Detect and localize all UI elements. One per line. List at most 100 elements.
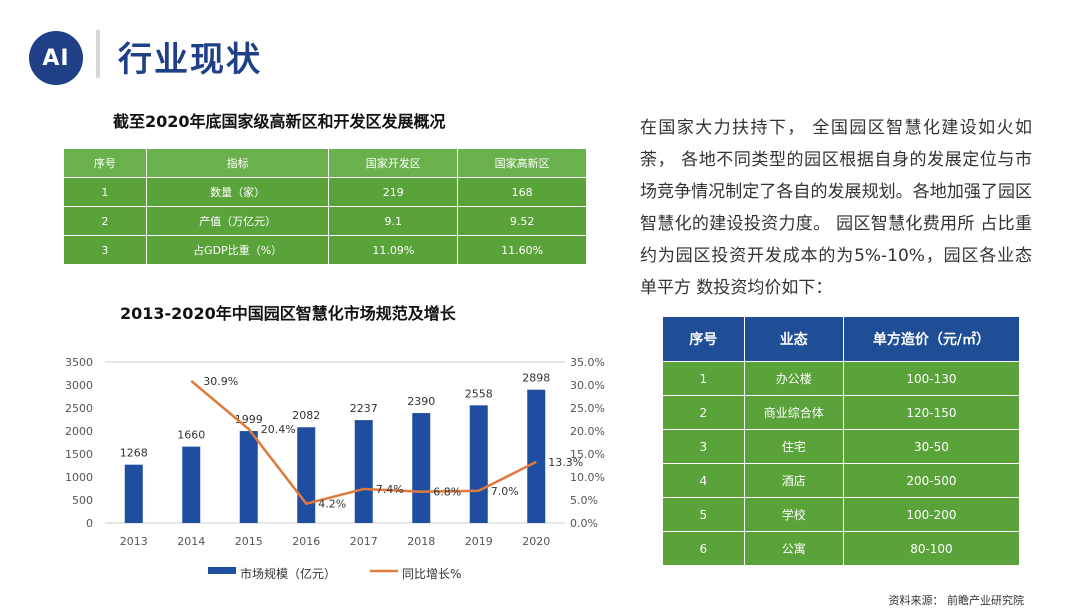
table-row: 1 数量（家） 219 168 <box>63 177 587 207</box>
zones-overview-table: 序号 指标 国家开发区 国家高新区 1 数量（家） 219 168 2 产值（万… <box>63 148 587 265</box>
table-row: 2 产值（万亿元） 9.1 9.52 <box>63 206 587 236</box>
table-cell: 2 <box>63 206 147 236</box>
table-cell: 4 <box>662 463 745 498</box>
table-cell: 3 <box>63 235 147 265</box>
table-row: 3 住宅 30-50 <box>662 429 1021 464</box>
table-cell: 11.09% <box>328 235 459 265</box>
x-tick-label: 2019 <box>465 535 493 548</box>
table-cell: 219 <box>328 177 459 207</box>
table-cell: 酒店 <box>743 463 844 498</box>
table-cell: 产值（万亿元） <box>145 206 330 236</box>
table-header: 国家开发区 <box>328 148 459 178</box>
table-header-row: 序号 指标 国家开发区 国家高新区 <box>63 148 587 178</box>
x-tick-label: 2014 <box>177 535 205 548</box>
table-row: 6 公寓 80-100 <box>662 531 1021 566</box>
y2-tick-label: 5.0% <box>570 494 598 507</box>
legend-bar-swatch <box>208 567 236 574</box>
bar <box>412 413 431 523</box>
y2-tick-label: 20.0% <box>570 425 605 438</box>
bar-value-label: 1268 <box>120 447 148 460</box>
table-cell: 住宅 <box>743 429 844 464</box>
table-cell: 3 <box>662 429 745 464</box>
y-tick-label: 2500 <box>65 402 93 415</box>
table-cell: 学校 <box>743 497 844 532</box>
table-cell: 80-100 <box>842 531 1021 566</box>
table-header: 国家高新区 <box>457 148 587 178</box>
y-tick-label: 0 <box>86 517 93 530</box>
table-cell: 120-150 <box>842 395 1021 430</box>
bar <box>239 431 258 523</box>
intro-paragraph: 在国家大力扶持下， 全国园区智慧化建设如火如荼， 各地不同类型的园区根据自身的发… <box>640 118 1032 298</box>
table-cell: 占GDP比重（%） <box>145 235 330 265</box>
table-cell: 30-50 <box>842 429 1021 464</box>
chart-title: 2013-2020年中国园区智慧化市场规范及增长 <box>120 304 456 323</box>
y2-tick-label: 15.0% <box>570 448 605 461</box>
table-row: 3 占GDP比重（%） 11.09% 11.60% <box>63 235 587 265</box>
bar <box>354 420 373 523</box>
table-cell: 9.52 <box>457 206 587 236</box>
bar <box>297 427 316 523</box>
bar-value-label: 2558 <box>465 387 493 400</box>
table-cell: 6 <box>662 531 745 566</box>
table-cell: 数量（家） <box>145 177 330 207</box>
legend-bar-label: 市场规模（亿元） <box>240 566 336 581</box>
y2-tick-label: 0.0% <box>570 517 598 530</box>
y-tick-label: 3500 <box>65 356 93 369</box>
bar-value-label: 2237 <box>350 402 378 415</box>
table-header: 业态 <box>743 316 844 362</box>
table-cell: 办公楼 <box>743 361 844 396</box>
page-title: 行业现状 <box>118 40 262 80</box>
y2-tick-label: 25.0% <box>570 402 605 415</box>
y-tick-label: 1500 <box>65 448 93 461</box>
bar-value-label: 2082 <box>292 409 320 422</box>
line-value-label: 20.4% <box>261 423 296 436</box>
bar <box>124 464 143 523</box>
table-header: 序号 <box>662 316 745 362</box>
bar <box>182 446 201 523</box>
legend-line-label: 同比增长% <box>402 567 461 581</box>
bar-value-label: 2898 <box>522 372 550 385</box>
table-row: 1 办公楼 100-130 <box>662 361 1021 396</box>
x-tick-label: 2013 <box>120 535 148 548</box>
table-row: 2 商业综合体 120-150 <box>662 395 1021 430</box>
line-value-label: 6.8% <box>433 486 461 499</box>
bar <box>527 389 546 523</box>
line-value-label: 7.0% <box>491 485 519 498</box>
table-header: 序号 <box>63 148 147 178</box>
x-tick-label: 2016 <box>292 535 320 548</box>
table-row: 5 学校 100-200 <box>662 497 1021 532</box>
table-cell: 100-130 <box>842 361 1021 396</box>
table-header: 单方造价（元/㎡） <box>842 316 1021 362</box>
x-tick-label: 2018 <box>407 535 435 548</box>
table-cell: 11.60% <box>457 235 587 265</box>
bar <box>469 405 488 523</box>
y2-tick-label: 35.0% <box>570 356 605 369</box>
table-cell: 9.1 <box>328 206 459 236</box>
x-tick-label: 2015 <box>235 535 263 548</box>
table-cell: 2 <box>662 395 745 430</box>
y2-tick-label: 30.0% <box>570 379 605 392</box>
x-tick-label: 2020 <box>522 535 550 548</box>
line-value-label: 13.3% <box>548 456 583 469</box>
line-value-label: 4.2% <box>318 498 346 511</box>
table-row: 4 酒店 200-500 <box>662 463 1021 498</box>
y-tick-label: 500 <box>72 494 93 507</box>
y-tick-label: 2000 <box>65 425 93 438</box>
table-cell: 168 <box>457 177 587 207</box>
line-value-label: 30.9% <box>203 375 238 388</box>
table-cell: 100-200 <box>842 497 1021 532</box>
y-tick-label: 3000 <box>65 379 93 392</box>
table-cell: 1 <box>63 177 147 207</box>
source-note: 资料来源： 前瞻产业研究院 <box>888 594 1025 607</box>
table-header: 指标 <box>145 148 330 178</box>
bar-value-label: 1660 <box>177 429 205 442</box>
table-cell: 5 <box>662 497 745 532</box>
table-header-row: 序号 业态 单方造价（元/㎡） <box>662 316 1021 362</box>
y-tick-label: 1000 <box>65 471 93 484</box>
ai-logo: AI <box>29 31 83 85</box>
table-cell: 1 <box>662 361 745 396</box>
x-tick-label: 2017 <box>350 535 378 548</box>
unit-cost-table: 序号 业态 单方造价（元/㎡） 1 办公楼 100-130 2 商业综合体 12… <box>662 316 1021 566</box>
growth-line <box>190 379 537 506</box>
table-cell: 商业综合体 <box>743 395 844 430</box>
